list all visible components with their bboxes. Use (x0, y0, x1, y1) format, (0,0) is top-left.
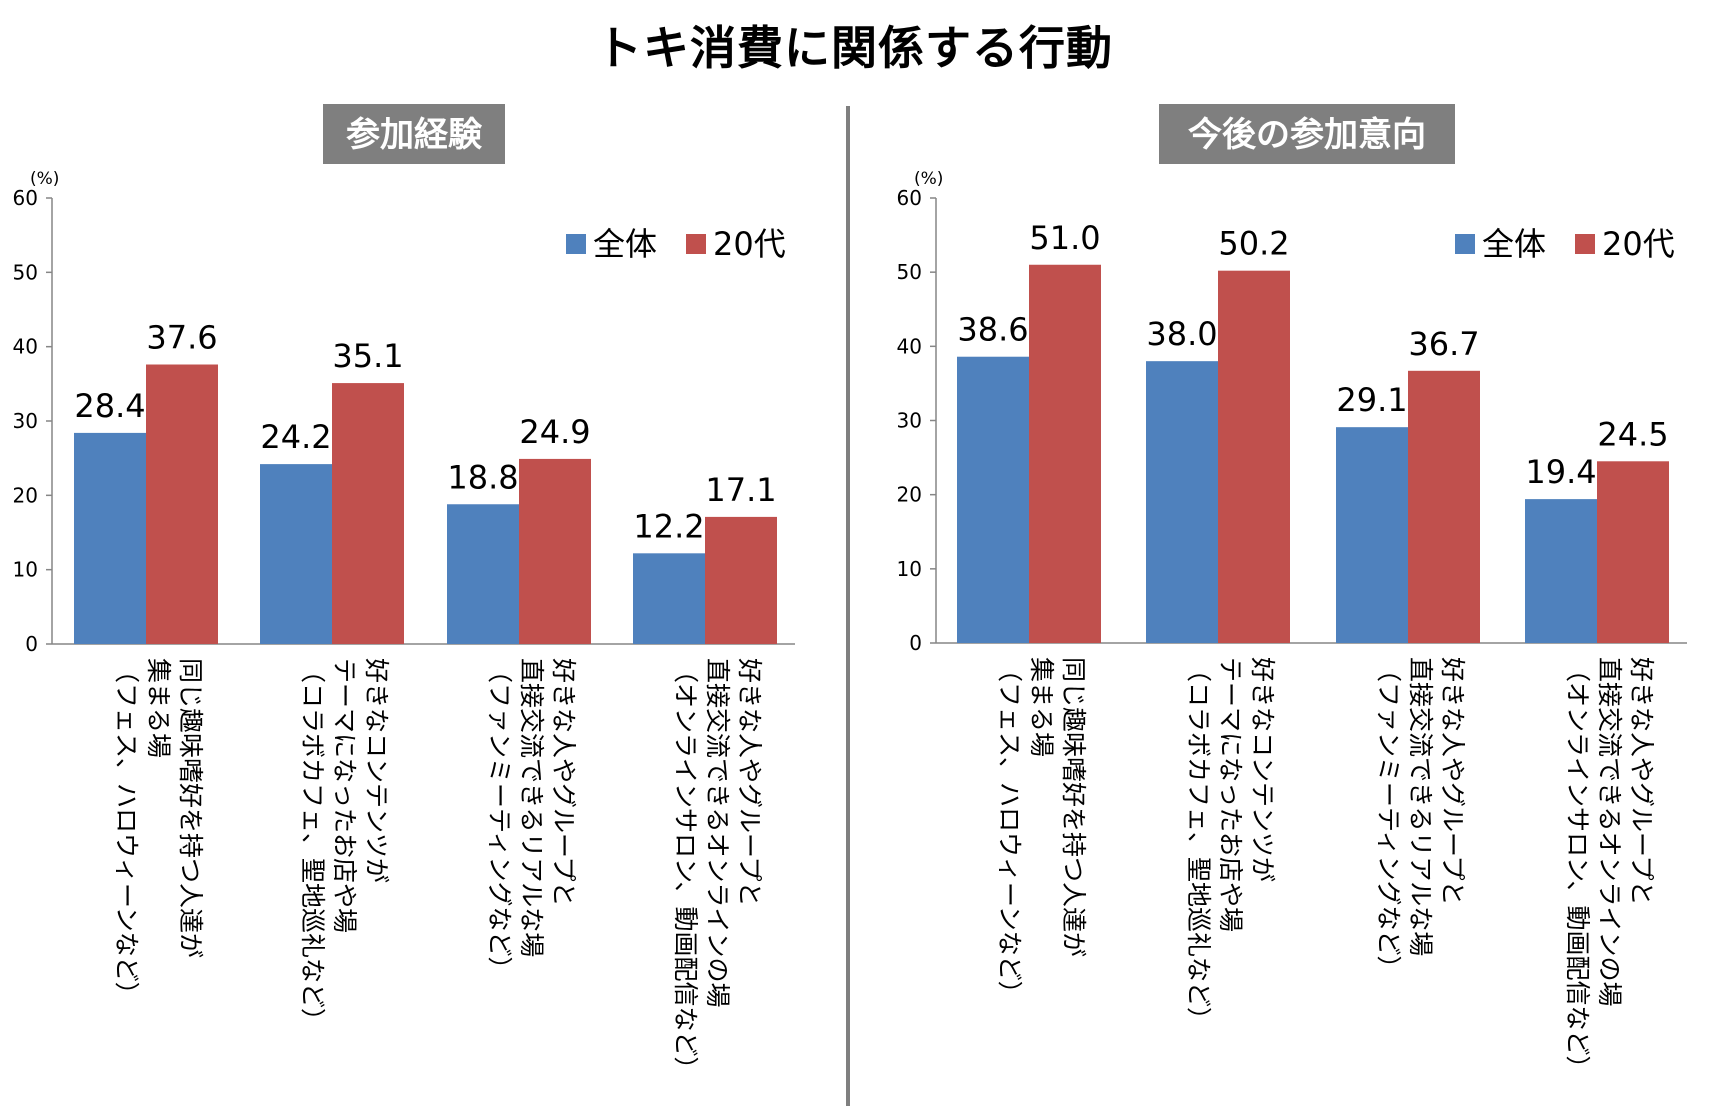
data-label: 29.1 (1336, 381, 1407, 419)
category-label: 直接交流できるリアルな場 (1406, 657, 1435, 956)
data-label: 18.8 (447, 458, 518, 496)
bar-twenties (1597, 461, 1669, 643)
legend-label: 全体 (593, 225, 657, 263)
y-tick-label: 40 (13, 335, 38, 359)
data-label: 37.6 (146, 319, 217, 357)
category-label: 好きなコンテンツが (362, 658, 391, 883)
bar-all (957, 356, 1029, 643)
category-label: 集まる場 (144, 658, 173, 758)
bar-twenties (146, 364, 218, 644)
category-label: テーマになったお店や場 (1216, 657, 1245, 932)
panel-title-badge (323, 104, 505, 164)
data-label: 35.1 (332, 337, 403, 375)
y-tick-label: 60 (897, 186, 922, 210)
data-label: 17.1 (705, 471, 776, 509)
y-tick-label: 10 (897, 557, 922, 581)
category-label: （フェス、ハロウィーンなど） (995, 657, 1024, 1006)
bar-twenties (332, 383, 404, 644)
y-tick-label: 20 (13, 483, 38, 507)
data-label: 50.2 (1218, 225, 1289, 263)
chart-future-participation-intent: 今後の参加意向 0 10 20 30 40 50 60(%) 全体 20代 38.6 38.0 29.1… (897, 104, 1687, 1081)
bar-all (447, 504, 519, 644)
data-label: 24.2 (260, 418, 331, 456)
bar-all (1146, 361, 1218, 643)
legend-label: 全体 (1482, 225, 1546, 263)
bar-twenties (1408, 370, 1480, 643)
category-label: 直接交流できるオンラインの場 (703, 658, 732, 1008)
y-axis-unit: (%) (30, 169, 59, 189)
bar-all (74, 432, 146, 644)
data-label: 38.6 (957, 311, 1028, 349)
category-label: 直接交流できるオンラインの場 (1595, 657, 1624, 1007)
bar-all (1336, 427, 1408, 643)
category-label: （コラボカフェ、聖地巡礼など） (298, 658, 327, 1033)
data-label: 12.2 (633, 507, 704, 545)
bar-all (633, 553, 705, 644)
category-label: 集まる場 (1027, 657, 1056, 757)
data-label: 38.0 (1146, 315, 1217, 353)
data-label: 28.4 (74, 387, 145, 425)
panel-title: 参加経験 (346, 115, 483, 155)
category-label: （ファンミーティングなど） (1374, 657, 1403, 981)
y-tick-label: 30 (13, 409, 38, 433)
category-label: （フェス、ハロウィーンなど） (112, 658, 141, 1007)
bar-twenties (1029, 264, 1101, 643)
category-label: テーマになったお店や場 (330, 658, 359, 933)
data-label: 24.9 (519, 413, 590, 451)
category-label: （オンラインサロン、動画配信など） (671, 658, 700, 1082)
category-label: （ファンミーティングなど） (485, 658, 514, 982)
category-label: 同じ趣味嗜好を持つ人達が (176, 658, 205, 958)
legend-label: 20代 (1602, 225, 1675, 263)
y-tick-label: 0 (25, 632, 38, 656)
data-label: 19.4 (1525, 453, 1596, 491)
y-tick-label: 20 (897, 483, 922, 507)
y-tick-label: 10 (13, 558, 38, 582)
category-label: 好きな人やグループと (735, 658, 764, 907)
category-label: （オンラインサロン、動画配信など） (1563, 657, 1592, 1081)
legend-swatch (686, 234, 706, 254)
y-tick-label: 60 (13, 186, 38, 210)
legend-swatch (1455, 234, 1475, 254)
bar-all (1525, 499, 1597, 643)
legend-swatch (1575, 234, 1595, 254)
bar-all (260, 464, 332, 644)
panel-divider (846, 106, 850, 1106)
y-tick-label: 0 (909, 631, 922, 655)
category-label: 好きな人やグループと (549, 658, 578, 907)
chart-participation-experience: 参加経験 0 10 20 30 40 50 60(%) 全体 20代 28.4 24.2 18.8 12.… (13, 104, 795, 1082)
category-label: 好きな人やグループと (1438, 657, 1467, 906)
y-tick-label: 30 (897, 409, 922, 433)
data-label: 36.7 (1408, 325, 1479, 363)
category-label: （コラボカフェ、聖地巡礼など） (1184, 657, 1213, 1032)
category-label: 同じ趣味嗜好を持つ人達が (1059, 657, 1088, 957)
panel-title: 今後の参加意向 (1188, 115, 1426, 155)
category-label: 好きな人やグループと (1627, 657, 1656, 906)
panel-title-badge (1159, 104, 1455, 164)
bar-twenties (705, 516, 777, 644)
category-label: 好きなコンテンツが (1248, 657, 1277, 882)
data-label: 24.5 (1597, 415, 1668, 453)
legend-label: 20代 (713, 225, 786, 263)
bar-twenties (1218, 270, 1290, 643)
y-tick-label: 50 (13, 260, 38, 284)
legend-swatch (566, 234, 586, 254)
data-label: 51.0 (1029, 219, 1100, 257)
bar-twenties (519, 458, 591, 644)
y-axis-unit: (%) (914, 169, 943, 189)
y-tick-label: 40 (897, 334, 922, 358)
y-tick-label: 50 (897, 260, 922, 284)
page-title: トキ消費に関係する行動 (596, 21, 1113, 75)
category-label: 直接交流できるリアルな場 (517, 658, 546, 957)
